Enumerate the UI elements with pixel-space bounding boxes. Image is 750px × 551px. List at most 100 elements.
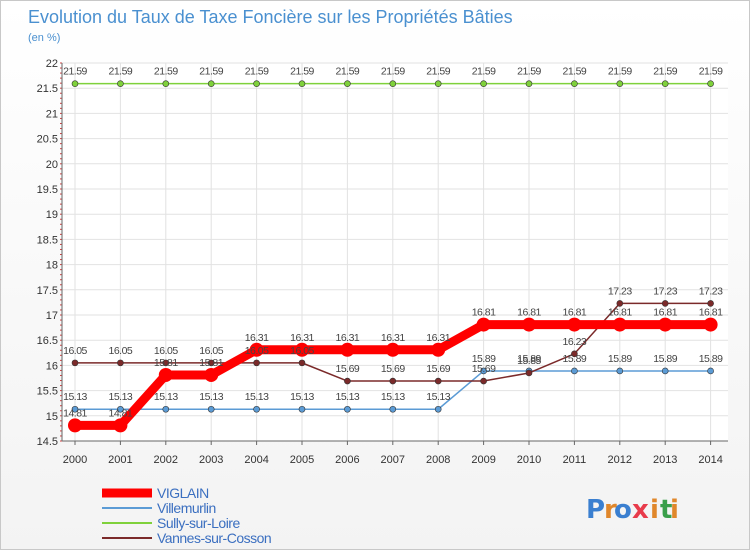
data-label-Vannes-sur-Cosson: 17.23: [653, 285, 677, 297]
data-point-VIGLAIN: [158, 367, 173, 382]
data-point-Villemurlin: [207, 405, 215, 413]
axis-layer: 14.5 15 15.5 16 16.5 17 17.5 18 18.5 19 19.5 20 20.5…: [37, 58, 728, 466]
data-label-Villemurlin: 15.89: [472, 353, 496, 365]
data-label-Villemurlin: 15.13: [336, 391, 360, 403]
data-label-VIGLAIN: 16.31: [245, 332, 269, 344]
series-layer: [68, 80, 718, 433]
y-tick-label: 16.5: [37, 335, 58, 347]
data-label-Sully-sur-Loire: 21.59: [109, 66, 133, 78]
data-point-VIGLAIN: [476, 317, 491, 332]
data-point-VIGLAIN: [431, 342, 446, 357]
data-label-Sully-sur-Loire: 21.59: [245, 66, 269, 78]
data-point-Villemurlin: [434, 405, 442, 413]
x-tick-label: 2011: [563, 454, 587, 466]
x-tick-label: 2012: [608, 454, 632, 466]
x-tick-label: 2005: [290, 454, 314, 466]
data-point-Sully-sur-Loire: [707, 80, 714, 87]
y-tick-label: 22: [46, 58, 58, 70]
data-label-Vannes-sur-Cosson: 17.23: [699, 285, 723, 297]
data-point-Vannes-sur-Cosson: [207, 359, 215, 367]
data-point-Villemurlin: [480, 367, 487, 375]
logo-letter: t: [660, 495, 672, 525]
data-point-Sully-sur-Loire: [71, 80, 79, 87]
data-point-Vannes-sur-Cosson: [117, 359, 124, 367]
y-tick-label: 19: [46, 209, 58, 221]
data-label-Sully-sur-Loire: 21.59: [699, 66, 723, 78]
data-label-Sully-sur-Loire: 21.59: [290, 66, 314, 78]
data-label-Sully-sur-Loire: 21.59: [336, 66, 360, 78]
data-label-Sully-sur-Loire: 21.59: [381, 66, 405, 78]
chart-title: Evolution du Taux de Taxe Foncière sur l…: [28, 7, 513, 27]
x-tick-label: 2002: [154, 454, 178, 466]
chart-subtitle: (en %): [28, 32, 60, 44]
x-tick-label: 2009: [471, 454, 495, 466]
data-point-Vannes-sur-Cosson: [571, 350, 578, 358]
y-tick-label: 15.5: [37, 386, 58, 398]
data-point-Villemurlin: [616, 367, 624, 375]
data-label-Villemurlin: 15.13: [381, 391, 405, 403]
x-tick-label: 2010: [517, 454, 541, 466]
data-point-Sully-sur-Loire: [571, 80, 578, 87]
data-label-Vannes-sur-Cosson: 15.69: [472, 363, 496, 375]
data-label-Vannes-sur-Cosson: 17.23: [608, 285, 632, 297]
data-label-Villemurlin: 15.89: [517, 353, 541, 365]
data-point-Vannes-sur-Cosson: [71, 359, 79, 367]
y-tick-label: 14.5: [37, 436, 58, 448]
legend-label-Vannes-sur-Cosson: Vannes-sur-Cosson: [157, 530, 271, 546]
data-label-Vannes-sur-Cosson: 16.05: [154, 345, 178, 357]
data-label-Vannes-sur-Cosson: 16.05: [290, 345, 314, 357]
data-label-Sully-sur-Loire: 21.59: [517, 66, 541, 78]
logo-letter: x: [632, 495, 649, 525]
logo-letter: r: [604, 495, 617, 525]
data-label-VIGLAIN: 16.31: [426, 332, 450, 344]
y-tick-label: 15: [46, 411, 58, 423]
data-point-Sully-sur-Loire: [480, 80, 487, 87]
data-point-Villemurlin: [71, 405, 79, 413]
logo-letter: P: [586, 495, 605, 525]
data-point-VIGLAIN: [703, 317, 718, 332]
data-point-Vannes-sur-Cosson: [661, 300, 669, 307]
data-label-Sully-sur-Loire: 21.59: [472, 66, 496, 78]
data-label-Villemurlin: 15.89: [608, 353, 632, 365]
data-point-Villemurlin: [571, 367, 578, 375]
data-point-Vannes-sur-Cosson: [616, 300, 624, 307]
data-label-VIGLAIN: 16.81: [608, 307, 632, 319]
data-label-Sully-sur-Loire: 21.59: [608, 66, 632, 78]
x-tick-label: 2003: [199, 454, 223, 466]
data-point-VIGLAIN: [567, 317, 582, 332]
data-point-Sully-sur-Loire: [162, 80, 170, 87]
data-point-Sully-sur-Loire: [207, 80, 215, 87]
y-tick-label: 20.5: [37, 134, 58, 146]
data-label-Villemurlin: 15.89: [699, 353, 723, 365]
data-label-Vannes-sur-Cosson: 16.05: [63, 345, 87, 357]
data-point-Sully-sur-Loire: [253, 80, 260, 87]
data-point-Vannes-sur-Cosson: [480, 377, 487, 385]
data-label-VIGLAIN: 15.81: [199, 357, 223, 369]
data-point-VIGLAIN: [249, 342, 264, 357]
data-point-Sully-sur-Loire: [616, 80, 624, 87]
x-tick-label: 2008: [426, 454, 450, 466]
y-tick-label: 16: [46, 360, 58, 372]
data-label-Vannes-sur-Cosson: 15.69: [426, 363, 450, 375]
data-point-Sully-sur-Loire: [661, 80, 669, 87]
logo-letter: i: [670, 495, 679, 525]
data-label-VIGLAIN: 16.81: [517, 307, 541, 319]
data-point-Villemurlin: [117, 405, 124, 413]
data-label-Vannes-sur-Cosson: 16.23: [563, 336, 587, 348]
legend-label-Villemurlin: Villemurlin: [157, 500, 216, 516]
data-label-VIGLAIN: 16.81: [563, 307, 587, 319]
data-label-VIGLAIN: 14.81: [109, 407, 133, 419]
data-label-Villemurlin: 15.13: [426, 391, 450, 403]
data-point-VIGLAIN: [612, 317, 627, 332]
logo-letter: i: [650, 495, 659, 525]
data-point-Sully-sur-Loire: [344, 80, 351, 87]
data-point-VIGLAIN: [658, 317, 673, 332]
y-tick-label: 20: [46, 159, 58, 171]
y-tick-label: 21.5: [37, 83, 58, 95]
data-point-Villemurlin: [298, 405, 306, 413]
data-label-Sully-sur-Loire: 21.59: [563, 66, 587, 78]
data-point-VIGLAIN: [204, 367, 219, 382]
data-label-VIGLAIN: 16.81: [653, 307, 677, 319]
data-label-Sully-sur-Loire: 21.59: [653, 66, 677, 78]
